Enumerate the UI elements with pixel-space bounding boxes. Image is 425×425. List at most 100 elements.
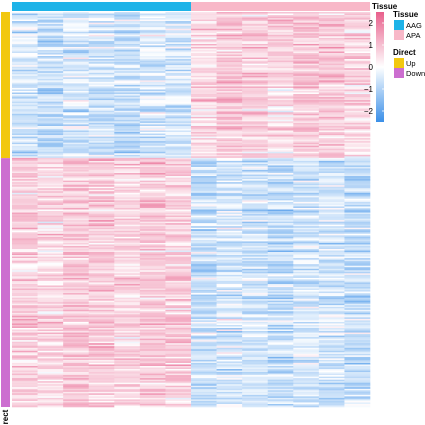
heatmap-cell	[267, 22, 294, 25]
heatmap-cell	[242, 75, 269, 78]
heatmap-cell	[191, 21, 217, 23]
heatmap-cell	[216, 241, 243, 244]
heatmap-cell	[318, 98, 345, 101]
heatmap-cell	[267, 59, 294, 61]
heatmap-cell	[63, 72, 90, 75]
heatmap-cell	[216, 201, 243, 204]
heatmap-cell	[191, 396, 217, 399]
heatmap-cell	[344, 107, 371, 110]
heatmap-cell	[63, 81, 90, 84]
heatmap-cell	[191, 165, 217, 168]
heatmap-cell	[165, 370, 192, 373]
heatmap-cell	[165, 116, 192, 119]
heatmap-cell	[191, 244, 217, 247]
heatmap-cell	[165, 160, 192, 163]
heatmap-cell	[216, 258, 243, 260]
heatmap-cell	[344, 183, 371, 186]
heatmap-cell	[267, 49, 294, 52]
heatmap-cell	[293, 255, 320, 257]
heatmap-cell	[216, 171, 243, 174]
heatmap-cell	[293, 142, 320, 145]
heatmap-cell	[12, 400, 38, 403]
heatmap-cell	[344, 124, 371, 127]
heatmap-cell	[114, 15, 141, 17]
heatmap-cell	[165, 185, 192, 188]
heatmap-cell	[293, 212, 320, 215]
heatmap-cell	[139, 296, 166, 298]
heatmap-cell	[242, 151, 269, 154]
heatmap-cell	[114, 142, 141, 145]
heatmap-cell	[344, 173, 371, 175]
heatmap-cell	[344, 347, 371, 350]
heatmap-cell	[267, 312, 294, 315]
heatmap-cell	[88, 337, 115, 339]
heatmap-cell	[318, 75, 345, 78]
heatmap-cell	[88, 204, 115, 207]
heatmap-cell	[37, 328, 64, 330]
heatmap-cell	[242, 154, 269, 157]
heatmap-cell	[12, 320, 38, 323]
heatmap-cell	[318, 217, 345, 219]
heatmap-cell	[139, 297, 166, 300]
heatmap-cell	[88, 347, 115, 350]
heatmap-cell	[344, 56, 371, 58]
heatmap-cell	[318, 273, 345, 276]
heatmap-cell	[267, 267, 294, 270]
heatmap-cell	[191, 22, 217, 25]
heatmap-cell	[344, 241, 371, 244]
heatmap-cell	[216, 109, 243, 112]
heatmap-cell	[12, 124, 38, 127]
heatmap-cell	[139, 302, 166, 304]
heatmap-cell	[344, 53, 371, 55]
heatmap-cell	[63, 250, 90, 253]
heatmap-cell	[88, 191, 115, 194]
heatmap-cell	[242, 77, 269, 80]
heatmap-cell	[267, 191, 294, 194]
heatmap-cell	[242, 379, 269, 382]
heatmap-cell	[165, 83, 192, 86]
heatmap-cell	[344, 221, 371, 224]
heatmap-cell	[242, 376, 269, 379]
heatmap-cell	[114, 200, 141, 203]
heatmap-cell	[318, 265, 345, 268]
heatmap-cell	[114, 399, 141, 402]
heatmap-cell	[242, 338, 269, 341]
heatmap-cell	[293, 288, 320, 291]
heatmap-cell	[216, 340, 243, 342]
heatmap-cell	[139, 252, 166, 254]
heatmap-cell	[344, 159, 371, 162]
heatmap-cell	[88, 200, 115, 203]
heatmap-cell	[63, 394, 90, 397]
heatmap-cell	[63, 57, 90, 60]
heatmap-cell	[267, 384, 294, 387]
heatmap-cell	[88, 198, 115, 201]
heatmap-cell	[165, 255, 192, 257]
heatmap-cell	[88, 112, 115, 115]
heatmap-cell	[165, 107, 192, 110]
heatmap-cell	[37, 382, 64, 385]
heatmap-cell	[88, 127, 115, 130]
heatmap-cell	[242, 388, 269, 391]
heatmap-cell	[114, 80, 141, 83]
heatmap-cell	[139, 362, 166, 365]
heatmap-cell	[216, 12, 243, 14]
heatmap-cell	[114, 323, 141, 326]
heatmap-cell	[37, 125, 64, 128]
heatmap-cell	[37, 144, 64, 146]
heatmap-cell	[165, 43, 192, 46]
heatmap-cell	[165, 12, 192, 14]
heatmap-cell	[267, 376, 294, 379]
heatmap-cell	[318, 57, 345, 60]
heatmap-cell	[293, 311, 320, 314]
heatmap-cell	[37, 242, 64, 245]
heatmap-cell	[139, 346, 166, 349]
heatmap-cell	[216, 244, 243, 247]
heatmap-cell	[37, 403, 64, 406]
heatmap-cell	[216, 331, 243, 333]
heatmap-cell	[267, 74, 294, 77]
heatmap-cell	[318, 157, 345, 160]
heatmap-cell	[139, 286, 166, 289]
heatmap-cell	[37, 288, 64, 291]
heatmap-cell	[12, 317, 38, 320]
heatmap-cell	[139, 60, 166, 63]
